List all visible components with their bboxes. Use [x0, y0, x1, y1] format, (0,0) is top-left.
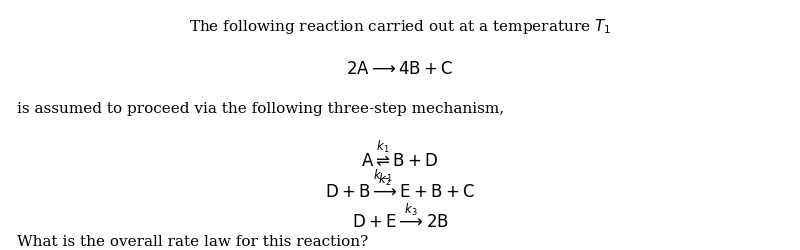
Text: $2\mathrm{A} \longrightarrow 4\mathrm{B} + \mathrm{C}$: $2\mathrm{A} \longrightarrow 4\mathrm{B}… — [346, 61, 454, 78]
Text: $\mathrm{A} \underset{k_{-1}}{\overset{k_1}{\rightleftharpoons}} \mathrm{B} + \m: $\mathrm{A} \underset{k_{-1}}{\overset{k… — [362, 139, 438, 184]
Text: is assumed to proceed via the following three-step mechanism,: is assumed to proceed via the following … — [18, 102, 505, 116]
Text: The following reaction carried out at a temperature $T_1$: The following reaction carried out at a … — [189, 18, 611, 36]
Text: $\mathrm{D} + \mathrm{E} \overset{k_3}{\longrightarrow} 2\mathrm{B}$: $\mathrm{D} + \mathrm{E} \overset{k_3}{\… — [351, 203, 449, 232]
Text: What is the overall rate law for this reaction?: What is the overall rate law for this re… — [18, 235, 369, 249]
Text: $\mathrm{D} + \mathrm{B} \overset{k_2}{\longrightarrow} \mathrm{E} + \mathrm{B} : $\mathrm{D} + \mathrm{B} \overset{k_2}{\… — [325, 174, 475, 202]
